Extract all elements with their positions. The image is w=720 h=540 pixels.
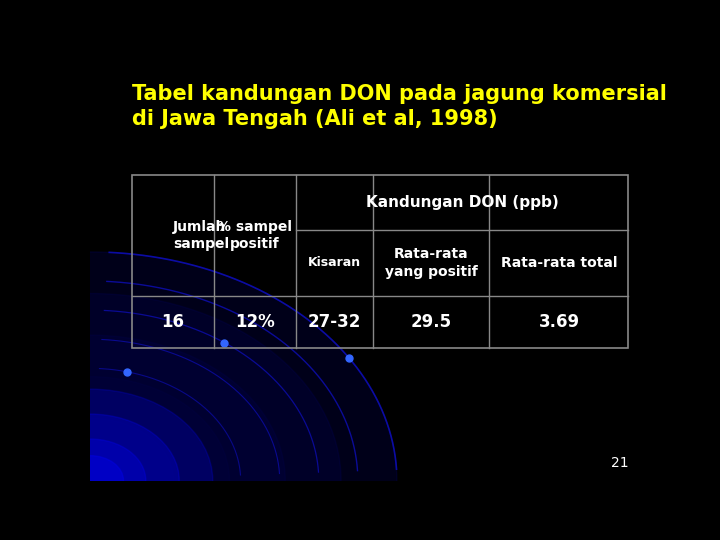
Circle shape [0,252,397,540]
Text: Tabel kandungan DON pada jagung komersial
di Jawa Tengah (Ali et al, 1998): Tabel kandungan DON pada jagung komersia… [132,84,667,129]
Text: Rata-rata total: Rata-rata total [500,256,617,270]
Text: Kisaran: Kisaran [307,256,361,269]
Text: 21: 21 [611,456,629,470]
Text: Kandungan DON (ppb): Kandungan DON (ppb) [366,195,559,210]
Text: Jumlah
sampel: Jumlah sampel [173,220,229,251]
Text: 16: 16 [161,313,184,330]
Circle shape [0,377,230,540]
Text: 12%: 12% [235,313,274,330]
Circle shape [0,335,285,540]
Circle shape [34,439,145,522]
Circle shape [0,294,341,540]
Text: 27-32: 27-32 [307,313,361,330]
Circle shape [1,414,179,540]
Circle shape [6,418,174,540]
Text: 3.69: 3.69 [539,313,580,330]
Text: Rata-rata
yang positif: Rata-rata yang positif [384,247,477,279]
Text: 29.5: 29.5 [410,313,451,330]
Circle shape [57,456,124,505]
Text: % sampel
positif: % sampel positif [217,220,292,251]
Circle shape [0,389,213,540]
